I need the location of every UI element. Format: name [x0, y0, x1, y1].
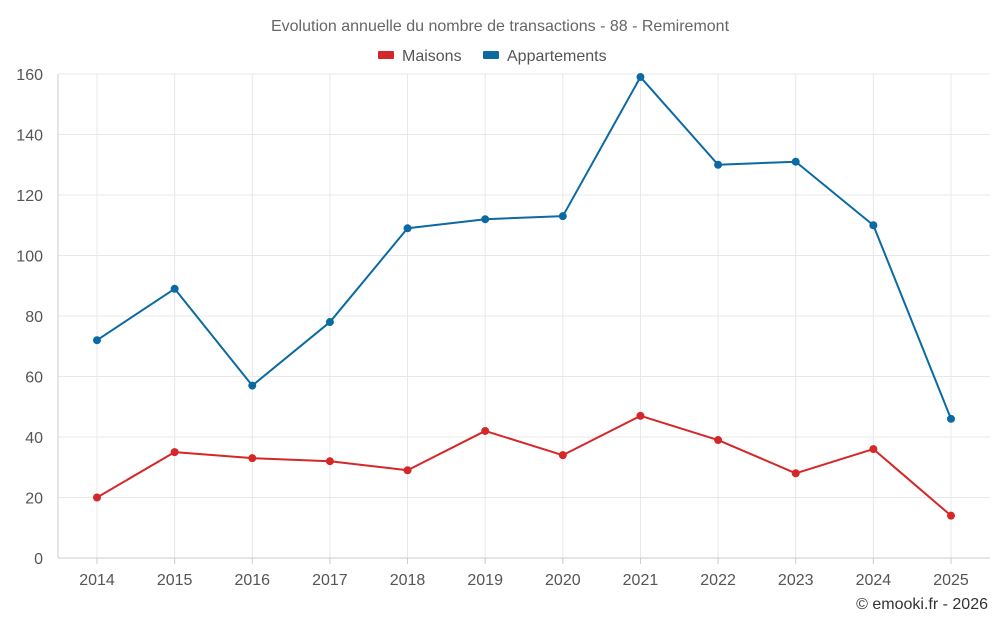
x-tick-label-2024: 2024 — [856, 572, 892, 589]
y-tick-label-0: 0 — [34, 551, 43, 568]
data-point-maisons-2019[interactable] — [481, 426, 490, 435]
legend-label-maisons: Maisons — [402, 48, 462, 65]
legend-label-appartements: Appartements — [507, 48, 607, 65]
chart-title: Evolution annuelle du nombre de transact… — [271, 18, 730, 35]
x-tick-label-2017: 2017 — [312, 572, 348, 589]
data-point-appartements-2022[interactable] — [714, 160, 723, 169]
data-point-appartements-2024[interactable] — [869, 221, 878, 230]
data-point-appartements-2025[interactable] — [947, 414, 955, 423]
grid — [58, 73, 990, 558]
legend: Maisons Appartements — [378, 48, 607, 65]
legend-swatch-maisons — [378, 51, 394, 59]
data-point-maisons-2014[interactable] — [93, 493, 101, 502]
x-tick-label-2025: 2025 — [933, 572, 969, 589]
data-point-appartements-2020[interactable] — [558, 212, 567, 221]
x-tick-label-2023: 2023 — [778, 572, 814, 589]
data-point-maisons-2023[interactable] — [791, 469, 800, 478]
x-tick-label-2018: 2018 — [390, 572, 426, 589]
data-point-maisons-2021[interactable] — [636, 411, 645, 420]
y-tick-label-80: 80 — [25, 309, 43, 326]
data-point-maisons-2025[interactable] — [947, 511, 955, 520]
data-point-appartements-2021[interactable] — [636, 73, 645, 82]
data-point-maisons-2015[interactable] — [170, 448, 179, 457]
data-point-maisons-2024[interactable] — [869, 445, 878, 454]
y-tick-label-120: 120 — [16, 188, 43, 205]
x-tick-label-2022: 2022 — [700, 572, 736, 589]
x-tick-label-2019: 2019 — [467, 572, 503, 589]
y-tick-label-140: 140 — [16, 128, 43, 145]
y-axis-ticks: 0 20 40 60 80 100 120 140 160 — [16, 67, 43, 568]
data-point-maisons-2016[interactable] — [248, 454, 257, 463]
data-point-appartements-2015[interactable] — [170, 284, 179, 293]
data-point-appartements-2016[interactable] — [248, 381, 257, 390]
x-tick-label-2021: 2021 — [623, 572, 659, 589]
series-line-maisons — [96, 414, 952, 517]
legend-item-maisons[interactable]: Maisons — [378, 48, 462, 65]
y-tick-label-100: 100 — [16, 249, 43, 266]
y-tick-label-160: 160 — [16, 67, 43, 84]
data-point-maisons-2017[interactable] — [325, 457, 334, 466]
data-point-appartements-2017[interactable] — [325, 318, 334, 327]
legend-swatch-appartements — [483, 51, 499, 59]
data-point-maisons-2020[interactable] — [558, 451, 567, 460]
x-tick-label-2015: 2015 — [157, 572, 193, 589]
x-tick-label-2020: 2020 — [545, 572, 581, 589]
series-points — [93, 73, 955, 520]
x-tick-label-2016: 2016 — [234, 572, 270, 589]
y-tick-label-40: 40 — [25, 430, 43, 447]
data-point-appartements-2014[interactable] — [93, 336, 101, 345]
data-point-appartements-2023[interactable] — [791, 157, 800, 166]
series-lines — [96, 76, 952, 517]
legend-item-appartements[interactable]: Appartements — [483, 48, 607, 65]
data-point-maisons-2022[interactable] — [714, 436, 723, 445]
data-point-maisons-2018[interactable] — [403, 466, 412, 475]
data-point-appartements-2019[interactable] — [481, 215, 490, 224]
series-line-appartements — [96, 76, 952, 420]
y-tick-label-20: 20 — [25, 491, 43, 508]
credit-text: © emooki.fr - 2026 — [856, 596, 988, 613]
y-tick-label-60: 60 — [25, 370, 43, 387]
x-axis-ticks: 2014 2015 2016 2017 2018 2019 2020 2021 2022 2023… — [79, 558, 969, 589]
x-tick-label-2014: 2014 — [79, 572, 115, 589]
data-point-appartements-2018[interactable] — [403, 224, 412, 233]
